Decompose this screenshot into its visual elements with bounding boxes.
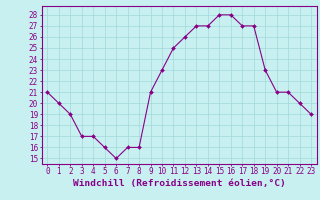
X-axis label: Windchill (Refroidissement éolien,°C): Windchill (Refroidissement éolien,°C)	[73, 179, 285, 188]
